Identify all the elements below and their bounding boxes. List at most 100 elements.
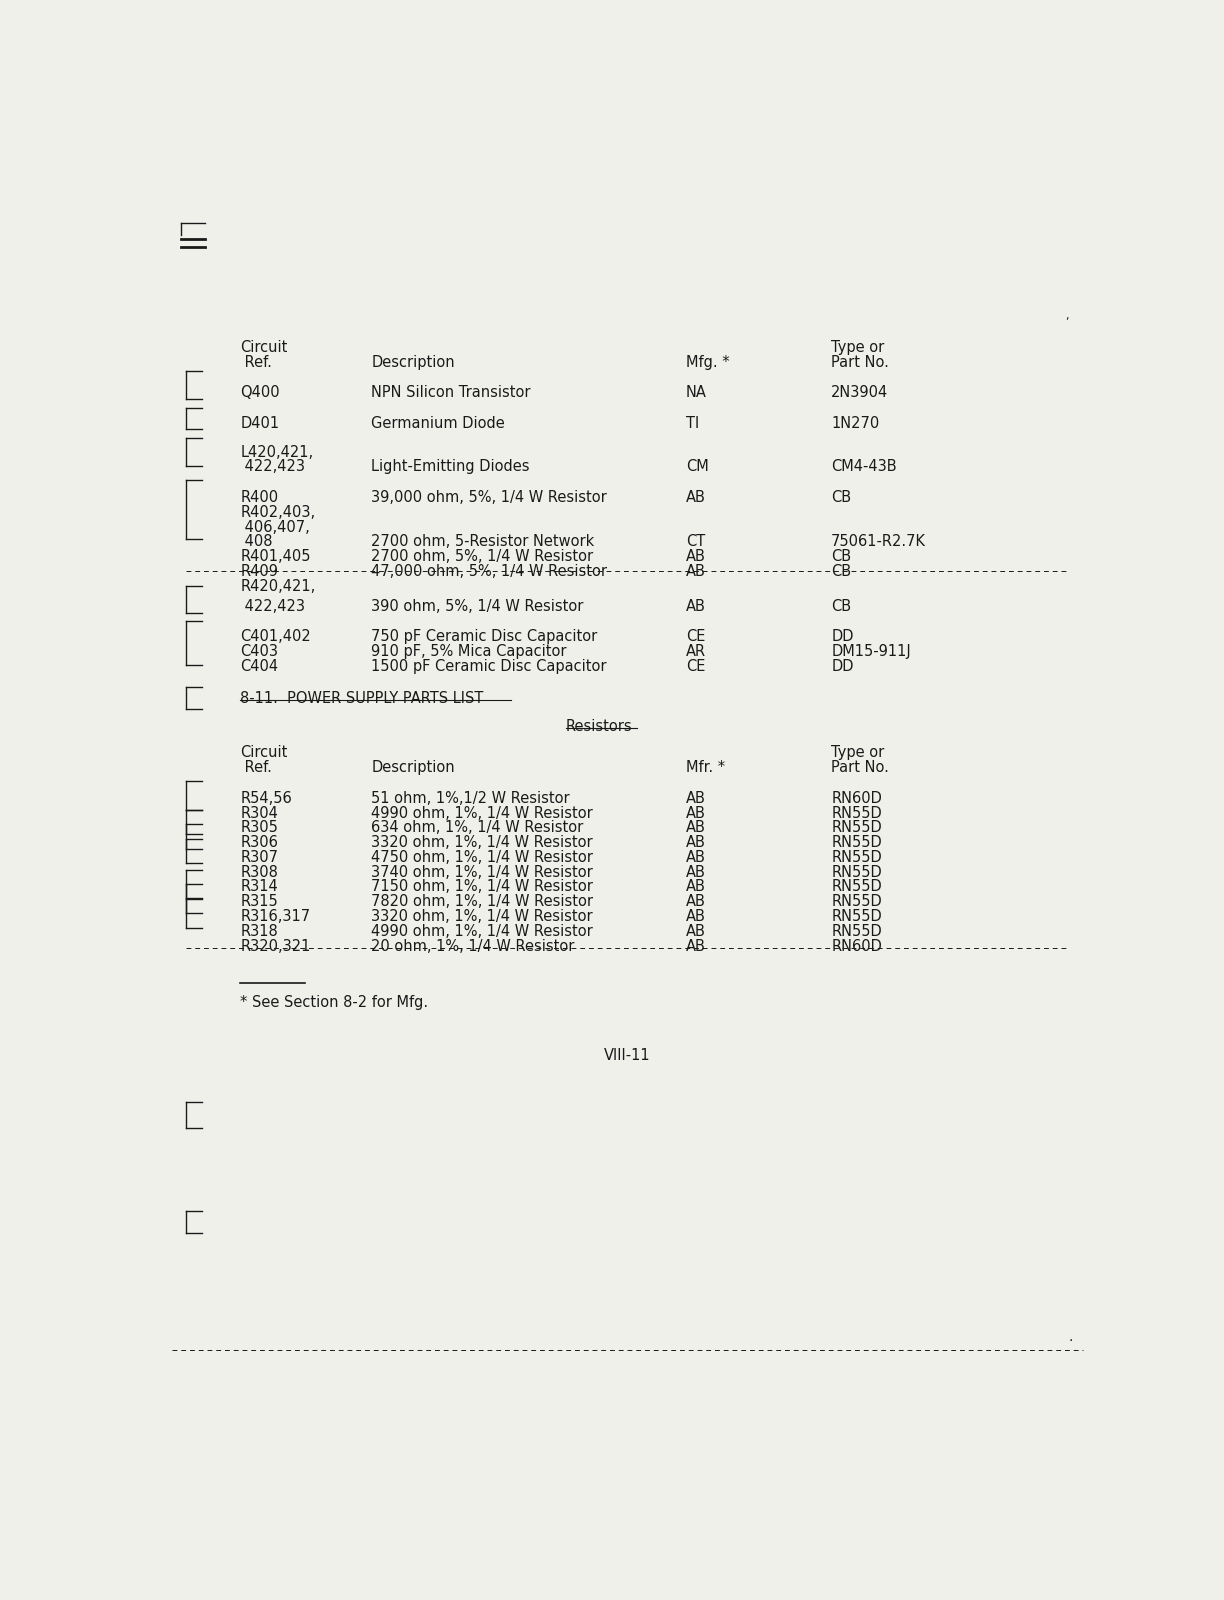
Text: R402,403,: R402,403, [240, 506, 316, 520]
Text: Resistors: Resistors [565, 720, 633, 734]
Text: L420,421,: L420,421, [240, 445, 313, 459]
Text: 20 ohm, 1%, 1/4 W Resistor: 20 ohm, 1%, 1/4 W Resistor [371, 939, 574, 954]
Text: NA: NA [687, 386, 707, 400]
Text: R307: R307 [240, 850, 278, 866]
Text: 4990 ohm, 1%, 1/4 W Resistor: 4990 ohm, 1%, 1/4 W Resistor [371, 923, 592, 939]
Text: CB: CB [831, 549, 852, 565]
Text: 910 pF, 5% Mica Capacitor: 910 pF, 5% Mica Capacitor [371, 645, 567, 659]
Text: AB: AB [687, 549, 706, 565]
Text: ,: , [1066, 310, 1069, 322]
Text: R306: R306 [240, 835, 278, 850]
Text: AB: AB [687, 850, 706, 866]
Text: RN55D: RN55D [831, 909, 883, 925]
Text: 390 ohm, 5%, 1/4 W Resistor: 390 ohm, 5%, 1/4 W Resistor [371, 598, 584, 613]
Text: CM: CM [687, 459, 709, 474]
Text: 2700 ohm, 5%, 1/4 W Resistor: 2700 ohm, 5%, 1/4 W Resistor [371, 549, 594, 565]
Text: 3320 ohm, 1%, 1/4 W Resistor: 3320 ohm, 1%, 1/4 W Resistor [371, 835, 592, 850]
Text: NPN Silicon Transistor: NPN Silicon Transistor [371, 386, 531, 400]
Text: * See Section 8-2 for Mfg.: * See Section 8-2 for Mfg. [240, 995, 428, 1010]
Text: R400: R400 [240, 490, 278, 506]
Text: 3740 ohm, 1%, 1/4 W Resistor: 3740 ohm, 1%, 1/4 W Resistor [371, 864, 592, 880]
Text: RN55D: RN55D [831, 835, 883, 850]
Text: R316,317: R316,317 [240, 909, 311, 925]
Text: Q400: Q400 [240, 386, 280, 400]
Text: 1500 pF Ceramic Disc Capacitor: 1500 pF Ceramic Disc Capacitor [371, 659, 607, 674]
Text: AB: AB [687, 598, 706, 613]
Text: .: . [1069, 1330, 1072, 1344]
Text: AB: AB [687, 835, 706, 850]
Text: 634 ohm, 1%, 1/4 W Resistor: 634 ohm, 1%, 1/4 W Resistor [371, 821, 584, 835]
Text: 408: 408 [240, 534, 273, 549]
Text: DD: DD [831, 629, 854, 645]
Text: R318: R318 [240, 923, 278, 939]
Text: AB: AB [687, 821, 706, 835]
Text: R304: R304 [240, 805, 278, 821]
Text: R401,405: R401,405 [240, 549, 311, 565]
Text: 422,423: 422,423 [240, 459, 305, 474]
Text: AB: AB [687, 805, 706, 821]
Text: Description: Description [371, 355, 455, 370]
Text: Type or: Type or [831, 746, 885, 760]
Text: Circuit: Circuit [240, 339, 288, 355]
Text: CB: CB [831, 490, 852, 506]
Text: Description: Description [371, 760, 455, 774]
Text: CE: CE [687, 629, 705, 645]
Text: AB: AB [687, 880, 706, 894]
Text: 47,000 ohm, 5%, 1/4 W Resistor: 47,000 ohm, 5%, 1/4 W Resistor [371, 565, 607, 579]
Text: RN55D: RN55D [831, 821, 883, 835]
Text: RN55D: RN55D [831, 880, 883, 894]
Text: RN55D: RN55D [831, 894, 883, 909]
Text: RN55D: RN55D [831, 805, 883, 821]
Text: AB: AB [687, 923, 706, 939]
Text: C401,402: C401,402 [240, 629, 311, 645]
Text: R308: R308 [240, 864, 278, 880]
Text: DD: DD [831, 659, 854, 674]
Text: AB: AB [687, 790, 706, 806]
Text: CE: CE [687, 659, 705, 674]
Text: RN60D: RN60D [831, 790, 883, 806]
Text: D401: D401 [240, 416, 279, 432]
Text: CT: CT [687, 534, 705, 549]
Text: 406,407,: 406,407, [240, 520, 310, 534]
Text: 8-11.  POWER SUPPLY PARTS LIST: 8-11. POWER SUPPLY PARTS LIST [240, 691, 483, 706]
Text: 4990 ohm, 1%, 1/4 W Resistor: 4990 ohm, 1%, 1/4 W Resistor [371, 805, 592, 821]
Text: 750 pF Ceramic Disc Capacitor: 750 pF Ceramic Disc Capacitor [371, 629, 597, 645]
Text: 7150 ohm, 1%, 1/4 W Resistor: 7150 ohm, 1%, 1/4 W Resistor [371, 880, 594, 894]
Text: AB: AB [687, 939, 706, 954]
Text: CB: CB [831, 565, 852, 579]
Text: AR: AR [687, 645, 706, 659]
Text: AB: AB [687, 490, 706, 506]
Text: 2700 ohm, 5-Resistor Network: 2700 ohm, 5-Resistor Network [371, 534, 595, 549]
Text: Light-Emitting Diodes: Light-Emitting Diodes [371, 459, 530, 474]
Text: R409: R409 [240, 565, 278, 579]
Text: VIII-11: VIII-11 [603, 1048, 651, 1064]
Text: Circuit: Circuit [240, 746, 288, 760]
Text: Ref.: Ref. [240, 760, 272, 774]
Text: AB: AB [687, 894, 706, 909]
Text: R420,421,: R420,421, [240, 579, 316, 594]
Text: 75061-R2.7K: 75061-R2.7K [831, 534, 927, 549]
Text: Part No.: Part No. [831, 355, 889, 370]
Text: R314: R314 [240, 880, 278, 894]
Text: Germanium Diode: Germanium Diode [371, 416, 506, 432]
Text: Part No.: Part No. [831, 760, 889, 774]
Text: 1N270: 1N270 [831, 416, 880, 432]
Text: AB: AB [687, 909, 706, 925]
Text: R305: R305 [240, 821, 278, 835]
Text: CM4-43B: CM4-43B [831, 459, 897, 474]
Text: Type or: Type or [831, 339, 885, 355]
Text: RN55D: RN55D [831, 864, 883, 880]
Text: Ref.: Ref. [240, 355, 272, 370]
Text: CB: CB [831, 598, 852, 613]
Text: AB: AB [687, 864, 706, 880]
Text: R320,321: R320,321 [240, 939, 311, 954]
Text: RN60D: RN60D [831, 939, 883, 954]
Text: C403: C403 [240, 645, 278, 659]
Text: 3320 ohm, 1%, 1/4 W Resistor: 3320 ohm, 1%, 1/4 W Resistor [371, 909, 592, 925]
Text: 422,423: 422,423 [240, 598, 305, 613]
Text: TI: TI [687, 416, 699, 432]
Text: Mfg. *: Mfg. * [687, 355, 730, 370]
Text: 2N3904: 2N3904 [831, 386, 889, 400]
Text: R315: R315 [240, 894, 278, 909]
Text: 39,000 ohm, 5%, 1/4 W Resistor: 39,000 ohm, 5%, 1/4 W Resistor [371, 490, 607, 506]
